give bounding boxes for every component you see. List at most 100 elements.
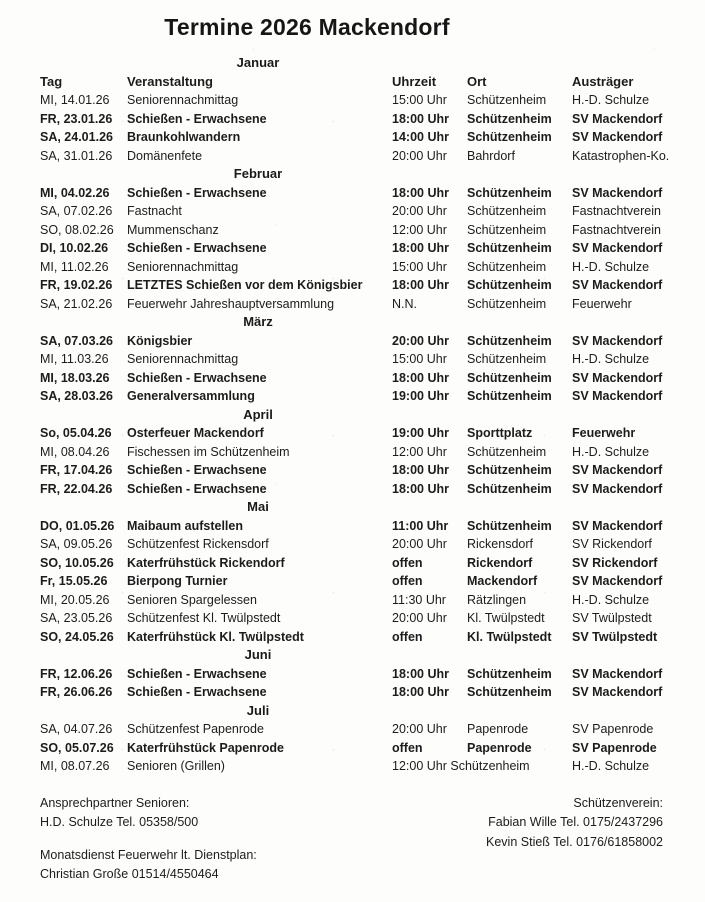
event-austraeger: Feuerwehr — [572, 296, 632, 311]
seniors-contact-value: H.D. Schulze Tel. 05358/500 — [40, 815, 199, 829]
event-uhrzeit: 20:00 Uhr — [392, 148, 447, 163]
event-veranstaltung: Seniorennachmittag — [127, 93, 239, 107]
event-row: SA, 28.03.26 Generalversammlung 19:00 Uhr S… — [40, 387, 695, 406]
event-row: SA, 24.01.26 Braunkohlwandern 14:00 Uhr Sch… — [40, 128, 695, 147]
event-row: SO, 08.02.26 Mummenschanz 12:00 Uhr Schütze… — [40, 221, 695, 240]
seniors-contact-block: Ansprechpartner Senioren: H.D. Schulze T… — [40, 794, 257, 833]
event-ort: Kl. Twülpstedt — [467, 629, 552, 644]
event-tag: FR, 23.01.26 — [40, 111, 113, 126]
event-uhrzeit: 18:00 Uhr — [392, 278, 449, 292]
event-uhrzeit: 15:00 Uhr — [392, 93, 447, 107]
event-uhrzeit: N.N. — [392, 296, 417, 311]
event-uhrzeit: 18:00 Uhr — [392, 666, 449, 681]
event-austraeger: SV Mackendorf — [572, 666, 663, 681]
event-uhrzeit: 20:00 Uhr — [392, 537, 447, 551]
event-uhrzeit: 18:00 Uhr — [392, 685, 449, 699]
column-header: Austräger — [572, 73, 634, 89]
event-row: SA, 09.05.26 Schützenfest Rickensdorf 20:0… — [40, 535, 695, 554]
event-ort: Schützenheim — [467, 666, 552, 681]
month-heading: Februar — [233, 166, 283, 181]
event-ort: Papenrode — [467, 722, 529, 736]
event-austraeger: SV Mackendorf — [572, 111, 663, 126]
event-tag: MI, 11.02.26 — [40, 259, 109, 274]
event-veranstaltung: Schießen - Erwachsene — [127, 241, 267, 255]
event-austraeger: Fastnachtverein — [572, 222, 661, 237]
event-veranstaltung: Schützenfest Kl. Twülpstedt — [127, 611, 281, 625]
event-austraeger: SV Twülpstedt — [572, 629, 658, 644]
scanned-schedule-document: Termine 2026 Mackendorf Januar Tag Veranst… — [0, 12, 705, 885]
event-uhrzeit: offen — [392, 629, 423, 644]
event-uhrzeit: offen — [392, 555, 423, 570]
event-veranstaltung: Fastnacht — [127, 204, 182, 218]
event-uhrzeit: 15:00 Uhr — [392, 259, 447, 274]
event-uhrzeit: 15:00 Uhr — [392, 352, 447, 366]
event-uhrzeit: 20:00 Uhr — [392, 333, 449, 348]
event-austraeger: SV Papenrode — [572, 722, 654, 736]
event-row: FR, 17.04.26 Schießen - Erwachsene 18:00 U… — [40, 461, 695, 480]
event-austraeger: SV Mackendorf — [572, 518, 663, 533]
event-austraeger: SV Mackendorf — [572, 130, 663, 144]
event-tag: So, 05.04.26 — [40, 426, 112, 440]
event-ort: Schützenheim — [467, 444, 547, 459]
event-austraeger: SV Papenrode — [572, 740, 657, 755]
event-row: SO, 24.05.26 Katerfrühstück Kl. Twülpsted… — [40, 628, 695, 647]
event-ort: Rickendorf — [467, 555, 533, 570]
event-austraeger: H.-D. Schulze — [572, 759, 650, 773]
event-austraeger: H.-D. Schulze — [572, 444, 650, 459]
column-header-row: Tag Veranstaltung Uhrzeit Ort Austräger — [40, 73, 695, 92]
event-uhrzeit: 14:00 Uhr — [392, 130, 449, 144]
event-ort: Schützenheim — [467, 185, 552, 200]
event-austraeger: SV Mackendorf — [572, 185, 663, 200]
event-tag: SA, 07.02.26 — [40, 204, 113, 218]
event-ort: Schützenheim — [467, 389, 552, 403]
event-ort: Schützenheim — [467, 111, 552, 126]
event-uhrzeit: 20:00 Uhr — [392, 204, 447, 218]
event-row: FR, 22.04.26 Schießen - Erwachsene 18:00 U… — [40, 480, 695, 499]
event-row: MI, 20.05.26 Senioren Spargelessen 11:30 U… — [40, 591, 695, 610]
event-row: FR, 19.02.26 LETZTES Schießen vor dem Kön… — [40, 276, 695, 295]
event-ort: Schützenheim — [467, 130, 552, 144]
event-tag: FR, 26.06.26 — [40, 685, 113, 699]
event-uhrzeit: offen — [392, 740, 423, 755]
event-row: DO, 01.05.26 Maibaum aufstellen 11:00 Uhr S… — [40, 517, 695, 536]
fire-duty-label: Monatsdienst Feuerwehr lt. Dienstplan: — [40, 847, 257, 862]
schedule: Januar Tag Veranstaltung Uhrzeit Ort Austräge… — [0, 54, 705, 776]
month-heading: Juni — [244, 647, 272, 662]
event-veranstaltung: Katerfrühstück Papenrode — [127, 740, 284, 755]
event-ort: Schützenheim — [467, 241, 552, 255]
event-tag: SA, 21.02.26 — [40, 296, 113, 311]
event-veranstaltung: Schützenfest Rickensdorf — [127, 537, 269, 551]
event-ort: Schützenheim — [467, 204, 547, 218]
event-ort: Bahrdorf — [467, 148, 515, 163]
event-uhrzeit: 20:00 Uhr — [392, 722, 447, 736]
event-uhrzeit: offen — [392, 574, 423, 588]
event-austraeger: SV Mackendorf — [572, 278, 663, 292]
event-austraeger: H.-D. Schulze — [572, 592, 650, 607]
event-uhrzeit: 19:00 Uhr — [392, 426, 449, 440]
event-ort: Schützenheim — [467, 333, 552, 348]
club-contact-1: Fabian Wille Tel. 0175/2437296 — [488, 815, 663, 829]
event-veranstaltung: Senioren Spargelessen — [127, 592, 257, 607]
event-uhrzeit: 18:00 Uhr — [392, 111, 449, 126]
event-tag: Fr, 15.05.26 — [40, 574, 108, 588]
event-veranstaltung: Fischessen im Schützenheim — [127, 444, 290, 459]
event-veranstaltung: Seniorennachmittag — [127, 352, 239, 366]
month-heading: März — [243, 314, 273, 329]
event-row: MI, 08.04.26 Fischessen im Schützenheim 12… — [40, 443, 695, 462]
event-ort: Schützenheim — [467, 685, 552, 699]
event-tag: MI, 14.01.26 — [40, 93, 110, 107]
event-ort: Papenrode — [467, 740, 532, 755]
event-ort: Schützenheim — [467, 278, 552, 292]
event-tag: SO, 08.02.26 — [40, 222, 114, 237]
event-row: SA, 31.01.26 Domänenfete 20:00 Uhr Bahrdorf… — [40, 147, 695, 166]
event-tag: SA, 28.03.26 — [40, 389, 113, 403]
event-veranstaltung: Königsbier — [127, 333, 193, 348]
event-ort: Schützenheim — [467, 463, 552, 477]
fire-duty-value: Christian Große 01514/4550464 — [40, 867, 219, 881]
event-veranstaltung: Schießen - Erwachsene — [127, 185, 267, 200]
event-row: SA, 23.05.26 Schützenfest Kl. Twülpstedt 2… — [40, 609, 695, 628]
event-tag: SO, 24.05.26 — [40, 629, 114, 644]
event-tag: MI, 18.03.26 — [40, 370, 110, 385]
event-uhrzeit: 18:00 Uhr — [392, 370, 449, 385]
event-row: SA, 04.07.26 Schützenfest Papenrode 20:00 … — [40, 720, 695, 739]
